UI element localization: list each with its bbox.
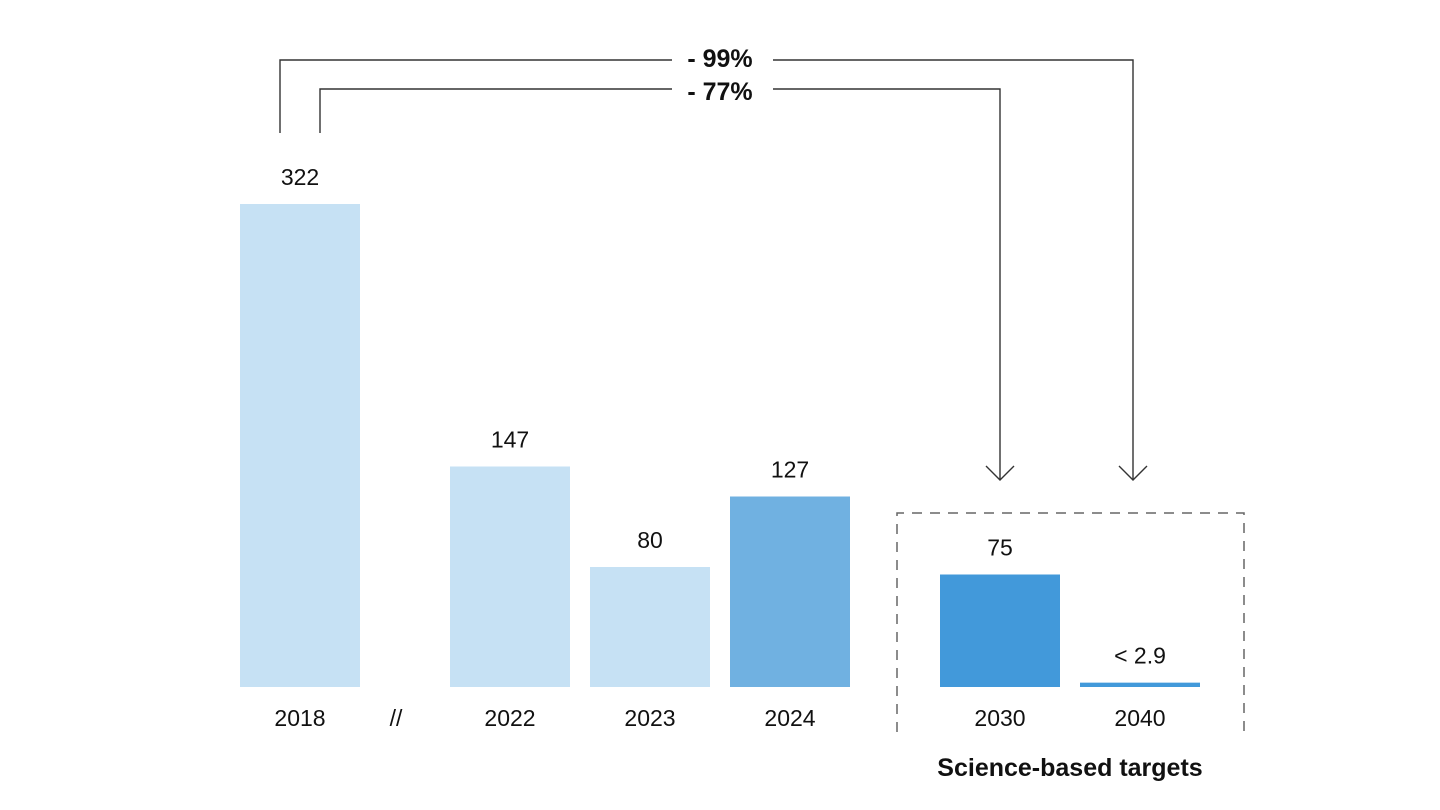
- category-label-2030: 2030: [974, 705, 1025, 731]
- category-label-2022: 2022: [484, 705, 535, 731]
- value-label-2024: 127: [771, 457, 809, 483]
- category-label-2018: 2018: [274, 705, 325, 731]
- bars-layer: 322 2018 147 2022 80 2023 127 2024 75 2030 < 2.9 20…: [240, 164, 1200, 731]
- bar-2022: [450, 466, 570, 687]
- reduction-label-77: - 77%: [687, 78, 752, 106]
- reduction-label-99: - 99%: [687, 45, 752, 73]
- bar-2024: [730, 496, 850, 687]
- arrowhead-2030: [985, 465, 1015, 481]
- value-label-2022: 147: [491, 427, 529, 453]
- bar-2040: [1080, 682, 1200, 687]
- value-label-2030: 75: [987, 535, 1013, 561]
- value-label-2040: < 2.9: [1114, 643, 1166, 669]
- axis-break-marker: //: [390, 705, 403, 731]
- category-label-2023: 2023: [624, 705, 675, 731]
- category-label-2024: 2024: [764, 705, 815, 731]
- reduction-bracket-77: [319, 88, 1001, 480]
- value-label-2018: 322: [281, 164, 319, 190]
- bar-2030: [940, 574, 1060, 687]
- bar-2023: [590, 567, 710, 687]
- value-label-2023: 80: [637, 527, 663, 553]
- reduction-bracket-99: [279, 59, 1134, 480]
- category-label-2040: 2040: [1114, 705, 1165, 731]
- targets-group-label: Science-based targets: [937, 754, 1202, 782]
- arrowhead-2040: [1118, 465, 1148, 481]
- targets-group-box: [896, 512, 1245, 732]
- bar-2018: [240, 204, 360, 687]
